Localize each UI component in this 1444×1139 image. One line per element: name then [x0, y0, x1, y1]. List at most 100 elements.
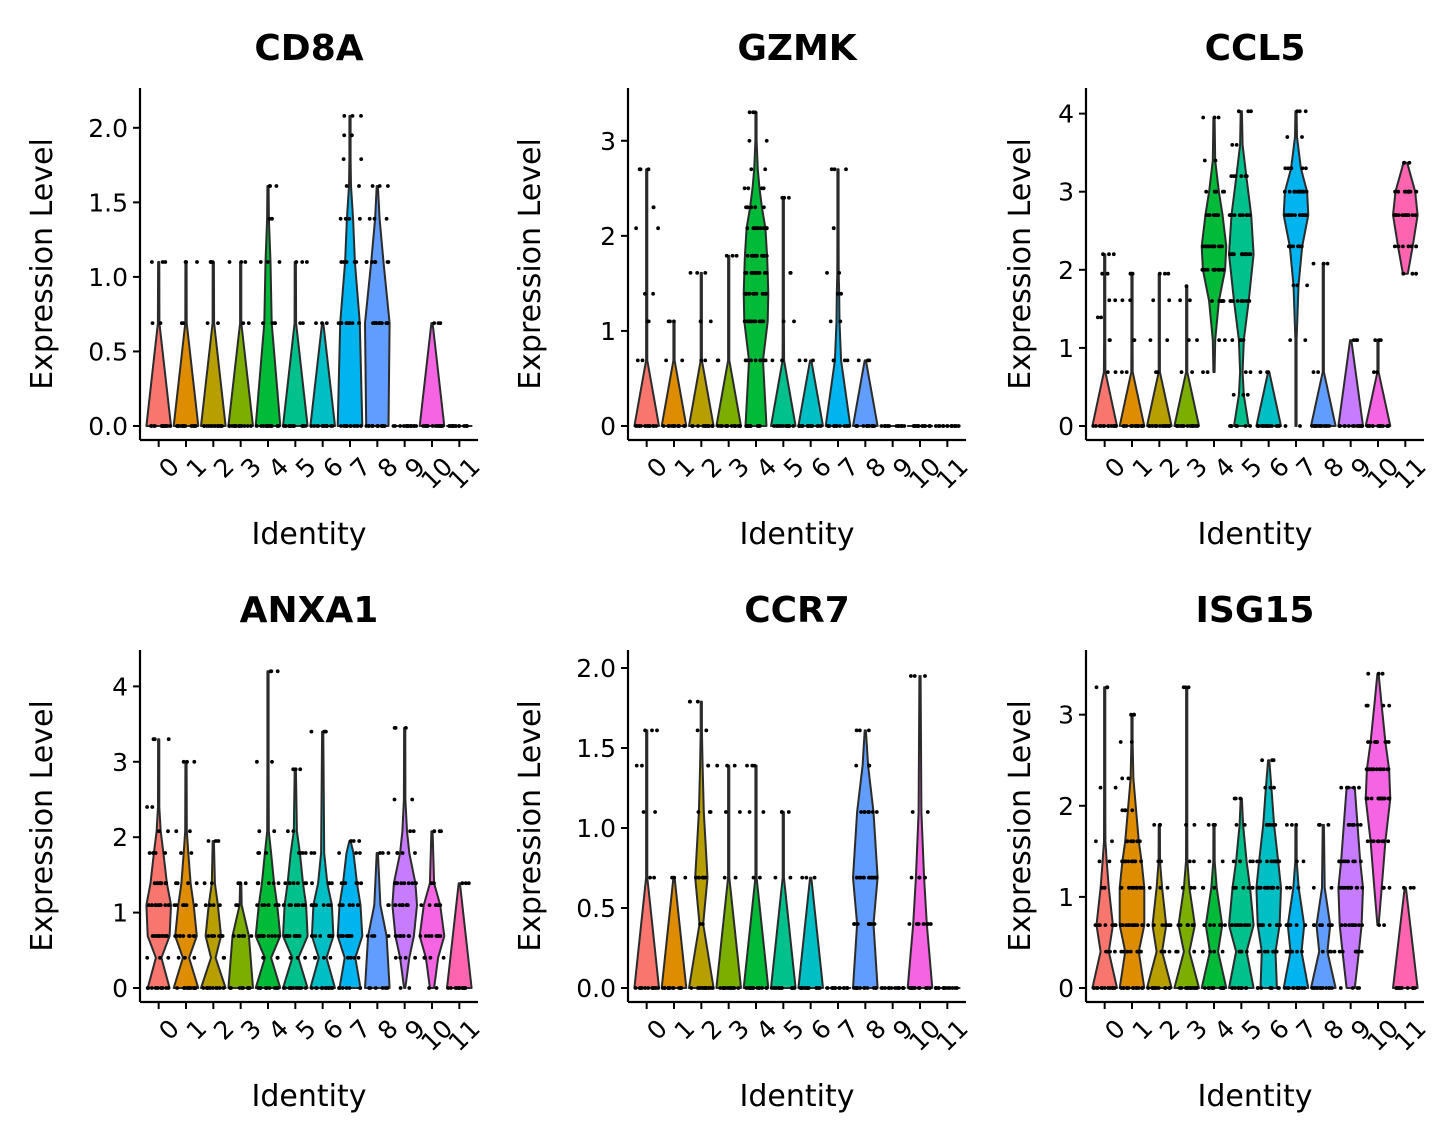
data-point — [750, 986, 755, 990]
data-point — [314, 903, 318, 907]
data-point — [327, 881, 332, 886]
data-point — [151, 737, 156, 742]
data-point — [195, 260, 199, 264]
data-point — [834, 424, 839, 428]
data-point — [300, 424, 305, 428]
data-point — [865, 424, 869, 428]
data-point — [384, 321, 389, 325]
data-point — [1318, 986, 1323, 990]
data-point — [1366, 767, 1371, 772]
data-point — [867, 810, 871, 814]
data-point — [309, 424, 314, 428]
data-point — [752, 226, 757, 231]
data-point — [747, 291, 752, 296]
data-point — [343, 424, 348, 428]
data-point — [276, 903, 281, 907]
data-point — [1124, 859, 1128, 864]
data-point — [1295, 283, 1300, 288]
data-point — [909, 875, 914, 880]
data-point — [872, 875, 876, 880]
data-point — [1258, 859, 1262, 864]
y-tick-label: 0.5 — [576, 894, 616, 923]
data-point — [370, 934, 374, 938]
data-point — [1263, 785, 1268, 790]
data-point — [1375, 370, 1379, 374]
data-point — [1283, 166, 1288, 171]
data-point — [453, 986, 458, 990]
data-point — [186, 881, 191, 886]
data-point — [192, 934, 197, 938]
x-tick-label: 3 — [235, 452, 267, 484]
data-point — [287, 934, 292, 938]
data-point — [797, 424, 802, 428]
data-point — [327, 934, 332, 938]
x-tick-label: 11 — [443, 1014, 486, 1057]
data-point — [424, 934, 428, 938]
data-point — [1394, 986, 1399, 990]
data-point — [1238, 859, 1242, 864]
data-point — [635, 358, 640, 363]
y-tick-label: 3 — [1058, 178, 1074, 207]
data-point — [715, 358, 720, 363]
data-point — [152, 881, 157, 886]
data-point — [1131, 839, 1136, 844]
data-point — [339, 424, 343, 428]
data-point — [1119, 885, 1124, 890]
data-point — [338, 216, 343, 221]
data-point — [1095, 315, 1100, 320]
x-axis-label: Identity — [740, 1079, 855, 1114]
data-point — [213, 839, 218, 843]
x-tick-label: 0 — [641, 1014, 673, 1046]
data-point — [408, 829, 412, 834]
data-point — [282, 986, 287, 990]
data-point — [1272, 785, 1276, 790]
data-point — [344, 260, 349, 264]
data-point — [1163, 986, 1167, 990]
data-point — [1329, 885, 1334, 890]
data-point — [303, 986, 308, 990]
data-point — [1118, 740, 1123, 744]
data-point — [695, 699, 700, 704]
data-point — [1243, 986, 1248, 990]
y-tick-label: 0 — [600, 412, 616, 441]
data-point — [422, 955, 427, 960]
data-point — [174, 903, 179, 907]
data-point — [699, 358, 704, 363]
x-tick-label: 3 — [1181, 452, 1213, 484]
data-point — [749, 358, 753, 363]
x-tick-label: 1 — [181, 1014, 213, 1046]
data-point — [166, 955, 171, 960]
data-point — [1210, 299, 1214, 303]
data-point — [912, 424, 917, 428]
data-point — [670, 986, 675, 990]
data-point — [1265, 949, 1270, 954]
data-point — [1235, 299, 1240, 303]
data-point — [341, 260, 346, 264]
data-point — [1339, 923, 1344, 927]
data-point — [788, 875, 793, 880]
data-point — [439, 829, 443, 834]
data-point — [1125, 949, 1130, 954]
data-point — [1378, 796, 1383, 801]
data-point — [257, 934, 262, 938]
data-point — [1354, 885, 1359, 890]
data-point — [805, 986, 810, 990]
data-point — [430, 424, 435, 428]
data-point — [383, 986, 388, 990]
data-point — [370, 184, 375, 188]
data-point — [1414, 189, 1419, 194]
data-point — [1217, 338, 1221, 342]
data-point — [750, 763, 755, 768]
data-point — [1219, 923, 1224, 927]
data-point — [1300, 949, 1304, 954]
data-point — [839, 291, 843, 296]
data-point — [256, 881, 260, 886]
data-point — [275, 986, 280, 990]
data-point — [1276, 986, 1280, 990]
data-point — [271, 881, 276, 886]
data-point — [854, 728, 859, 733]
data-point — [1392, 244, 1397, 249]
data-point — [1339, 785, 1344, 790]
data-point — [319, 986, 324, 990]
